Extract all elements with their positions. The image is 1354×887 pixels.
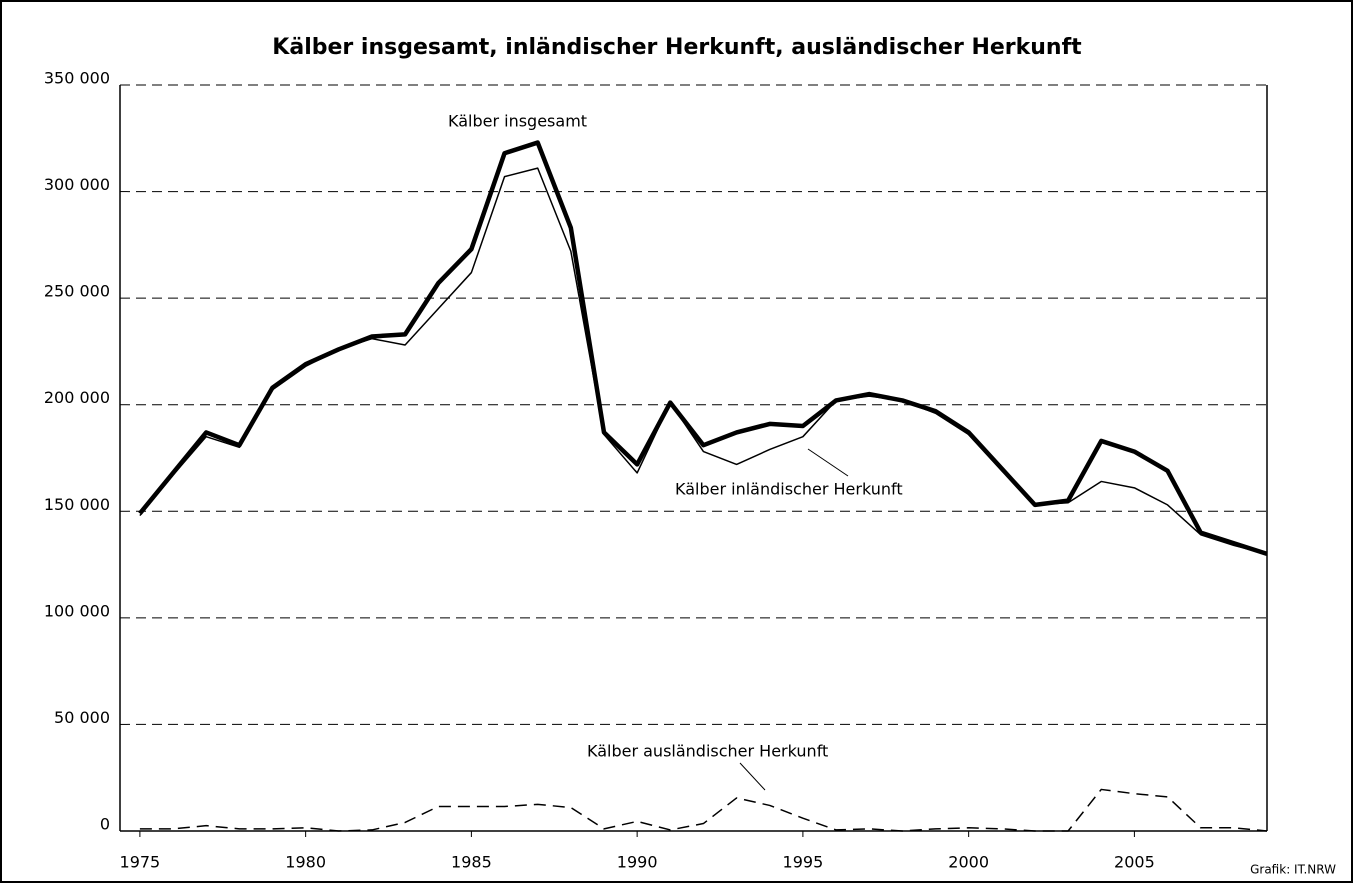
x-tick-label: 2000 bbox=[948, 853, 989, 872]
y-tick-label: 0 bbox=[100, 815, 110, 834]
series-line bbox=[139, 788, 1268, 832]
y-tick-label: 300 000 bbox=[44, 175, 110, 194]
leader-line bbox=[807, 448, 849, 477]
leader-line bbox=[739, 762, 766, 791]
series-line bbox=[139, 167, 1268, 555]
y-tick-label: 250 000 bbox=[44, 282, 110, 301]
y-tick-label: 350 000 bbox=[44, 69, 110, 88]
x-tick-label: 1975 bbox=[120, 853, 161, 872]
chart-title: Kälber insgesamt, inländischer Herkunft,… bbox=[272, 35, 1082, 60]
y-tick-label: 150 000 bbox=[44, 495, 110, 514]
y-tick-label: 100 000 bbox=[44, 601, 110, 620]
series-label: Kälber inländischer Herkunft bbox=[675, 480, 903, 499]
source: Grafik: IT.NRW bbox=[1250, 863, 1336, 877]
series-label: Kälber ausländischer Herkunft bbox=[587, 742, 828, 761]
x-tick-label: 1985 bbox=[451, 853, 492, 872]
x-tick-label: 1980 bbox=[285, 853, 326, 872]
y-tick-label: 50 000 bbox=[54, 708, 110, 727]
y-tick-label: 200 000 bbox=[44, 388, 110, 407]
x-tick-label: 1995 bbox=[783, 853, 824, 872]
x-tick-label: 2005 bbox=[1114, 853, 1155, 872]
x-tick-label: 1990 bbox=[617, 853, 658, 872]
series-label: Kälber insgesamt bbox=[448, 112, 587, 131]
